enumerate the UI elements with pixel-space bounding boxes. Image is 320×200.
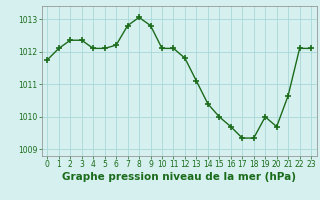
X-axis label: Graphe pression niveau de la mer (hPa): Graphe pression niveau de la mer (hPa) <box>62 172 296 182</box>
